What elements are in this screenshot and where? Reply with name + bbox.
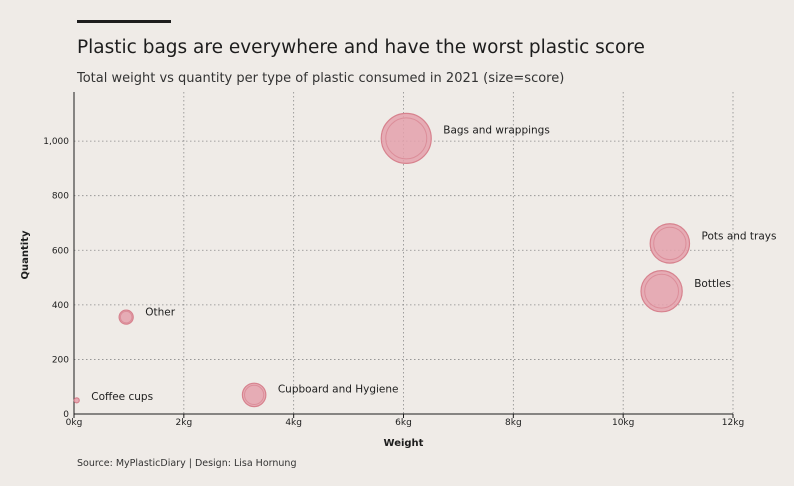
- bubble-inner-ring: [119, 310, 133, 324]
- chart-title: Plastic bags are everywhere and have the…: [77, 37, 645, 58]
- x-tick-labels: 0kg 2kg 4kg 6kg 8kg 10kg 12kg: [66, 418, 745, 428]
- bubble-labels: Bags and wrappings Pots and trays Bottles O…: [91, 124, 776, 402]
- bubbles: [73, 112, 691, 408]
- bubble: [649, 223, 691, 264]
- x-axis-label: Weight: [384, 438, 424, 449]
- bubble: [118, 309, 134, 325]
- y-tick-label: 200: [52, 355, 69, 365]
- bubble: [640, 269, 683, 313]
- bubble-label: Other: [145, 307, 175, 319]
- axes: [73, 92, 734, 418]
- bubble-label: Bags and wrappings: [443, 124, 550, 136]
- chart-subtitle: Total weight vs quantity per type of pla…: [77, 71, 565, 86]
- bubble: [241, 382, 267, 408]
- y-tick-label: 1,000: [43, 137, 69, 147]
- x-tick-label: 4kg: [285, 418, 302, 428]
- bubble-label: Coffee cups: [91, 391, 153, 403]
- bubble-inner-ring: [385, 117, 428, 160]
- top-rule: [77, 20, 171, 23]
- y-tick-label: 600: [52, 246, 69, 256]
- bubble-label: Pots and trays: [702, 231, 777, 243]
- x-tick-label: 8kg: [505, 418, 522, 428]
- bubble-inner-ring: [653, 226, 687, 261]
- bubble-inner-ring: [644, 273, 680, 309]
- bubble: [73, 397, 80, 404]
- bubble-label: Cupboard and Hygiene: [278, 384, 399, 396]
- x-tick-label: 0kg: [66, 418, 83, 428]
- x-tick-label: 6kg: [395, 418, 412, 428]
- bubble-label: Bottles: [694, 278, 731, 290]
- y-tick-label: 400: [52, 301, 69, 311]
- y-tick-label: 0: [63, 410, 69, 420]
- bubble-inner-ring: [244, 384, 265, 406]
- x-tick-label: 12kg: [722, 418, 744, 428]
- y-axis-label: Quantity: [20, 230, 31, 279]
- x-tick-label: 10kg: [612, 418, 634, 428]
- y-tick-labels: 0 200 400 600 800 1,000: [43, 137, 69, 420]
- source-credit: Source: MyPlasticDiary | Design: Lisa Ho…: [77, 458, 297, 469]
- x-tick-label: 2kg: [176, 418, 193, 428]
- bubble: [380, 112, 432, 164]
- y-tick-label: 800: [52, 192, 69, 202]
